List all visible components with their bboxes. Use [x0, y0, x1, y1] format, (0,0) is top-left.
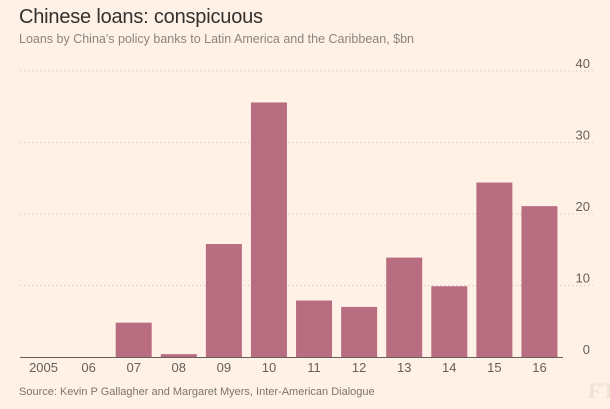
bar	[296, 300, 333, 357]
source-note: Source: Kevin P Gallagher and Margaret M…	[19, 386, 375, 398]
bar	[250, 102, 287, 358]
x-tick-label: 16	[532, 360, 546, 375]
x-tick-label: 15	[487, 360, 501, 375]
y-tick-label: 20	[576, 199, 590, 214]
chart-subtitle: Loans by China's policy banks to Latin A…	[19, 32, 414, 46]
x-tick-label: 10	[262, 360, 276, 375]
x-tick-label: 06	[81, 360, 95, 375]
bar	[341, 306, 378, 357]
y-tick-labels: 0 10 20 30 40	[576, 56, 590, 357]
y-tick-label: 10	[576, 271, 590, 286]
bar	[205, 244, 242, 357]
x-tick-labels: 2005 06 07 08 09 10 11 12 13 14 15 16	[29, 360, 547, 375]
y-tick-label: 30	[576, 128, 590, 143]
bar	[386, 257, 423, 357]
bars	[115, 102, 558, 358]
ft-logo: FT	[588, 378, 610, 403]
x-tick-label: 07	[126, 360, 140, 375]
x-tick-label: 2005	[29, 360, 58, 375]
y-tick-label: 0	[583, 342, 590, 357]
chart-title: Chinese loans: conspicuous	[19, 6, 263, 28]
x-tick-label: 13	[397, 360, 411, 375]
bar	[115, 322, 152, 357]
bar	[431, 286, 468, 357]
y-tick-label: 40	[576, 56, 590, 71]
bar	[160, 354, 197, 357]
bar	[521, 206, 558, 357]
x-tick-label: 12	[352, 360, 366, 375]
x-tick-label: 14	[442, 360, 456, 375]
bar	[476, 182, 513, 357]
x-tick-label: 09	[217, 360, 231, 375]
x-tick-label: 08	[172, 360, 186, 375]
x-tick-label: 11	[307, 360, 321, 375]
